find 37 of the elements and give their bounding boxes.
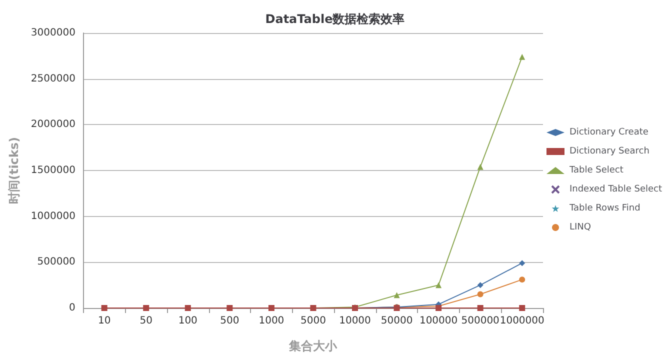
point xyxy=(519,260,526,266)
x-tick-label: 5000 xyxy=(300,316,326,326)
point xyxy=(477,164,484,170)
y-tick-label: 1500000 xyxy=(30,165,76,176)
y-tick-label: 500000 xyxy=(37,256,76,268)
y-tick-label: 2000000 xyxy=(30,119,76,130)
point xyxy=(477,305,484,311)
x-tick-label: 10000 xyxy=(339,316,371,326)
y-tick-label: 2500000 xyxy=(30,73,76,84)
point xyxy=(519,276,526,283)
x-tick-label: 100 xyxy=(178,316,198,326)
x-tick-label: 50 xyxy=(140,316,152,326)
y-tick-label: 0 xyxy=(69,302,76,314)
x-tick-label: 1000000 xyxy=(500,316,544,326)
point xyxy=(436,282,442,288)
x-tick-label: 10 xyxy=(98,316,111,326)
chart-title: DataTable数据检索效率 xyxy=(265,12,405,26)
y-axis-title: 时间(ticks) xyxy=(7,136,21,204)
legend-label: Table Rows Find xyxy=(568,204,640,214)
x-tick-label: 1000 xyxy=(258,316,284,326)
legend-label: Dictionary Create xyxy=(569,128,649,138)
x-tick-label: 50000 xyxy=(380,316,413,326)
point xyxy=(477,291,484,298)
legend-label: Dictionary Search xyxy=(569,146,650,156)
x-tick-label: 100000 xyxy=(419,316,458,326)
x-axis-title: 集合大小 xyxy=(288,339,338,353)
legend-label: Indexed Table Select xyxy=(569,184,662,194)
y-tick-label: 3000000 xyxy=(30,28,76,38)
x-tick-label: 500000 xyxy=(461,316,500,326)
legend-label: LINQ xyxy=(569,222,591,232)
point xyxy=(519,305,526,311)
point xyxy=(477,282,484,288)
x-tick-label: 500 xyxy=(220,316,240,326)
legend-label: Table Select xyxy=(568,166,624,176)
point xyxy=(519,54,526,60)
y-tick-label: 1000000 xyxy=(30,210,76,222)
point xyxy=(394,292,400,298)
